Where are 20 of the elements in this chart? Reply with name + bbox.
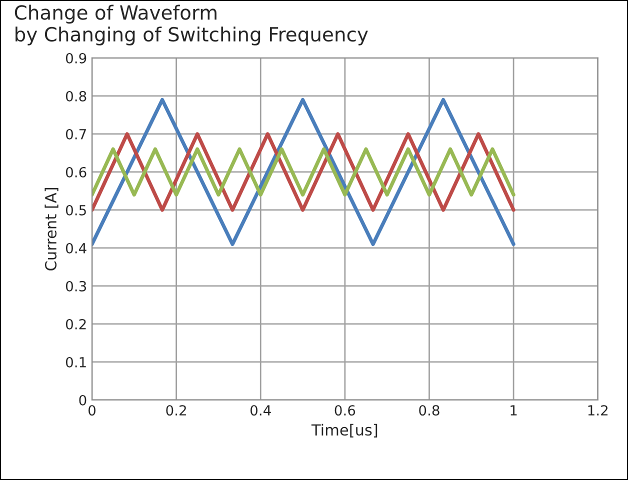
y-tick-label: 0.1 bbox=[66, 356, 86, 368]
y-tick-label: 0.6 bbox=[66, 166, 86, 178]
y-tick-label: 0 bbox=[79, 394, 86, 406]
y-axis-title: Current [A] bbox=[44, 188, 58, 270]
chart-title: Change of Waveform by Changing of Switching Frequency bbox=[14, 4, 368, 46]
x-tick-label: 1.2 bbox=[588, 405, 608, 416]
x-tick-label: 1 bbox=[510, 405, 517, 416]
x-axis-title: Time[us] bbox=[311, 424, 378, 438]
x-tick-label: 0 bbox=[88, 405, 96, 416]
x-tick-label: 0.8 bbox=[419, 405, 440, 416]
y-tick-label: 0.9 bbox=[66, 52, 86, 64]
x-tick-label: 0.6 bbox=[334, 405, 356, 416]
y-tick-label: 0.3 bbox=[66, 280, 86, 292]
y-tick-label: 0.8 bbox=[66, 90, 86, 102]
y-tick-label: 0.2 bbox=[66, 318, 86, 330]
y-tick-label: 0.5 bbox=[66, 204, 86, 216]
y-tick-label: 0.4 bbox=[66, 242, 86, 254]
y-tick-label: 0.7 bbox=[66, 128, 86, 140]
x-tick-label: 0.2 bbox=[166, 405, 186, 416]
x-tick-label: 0.4 bbox=[250, 405, 271, 416]
